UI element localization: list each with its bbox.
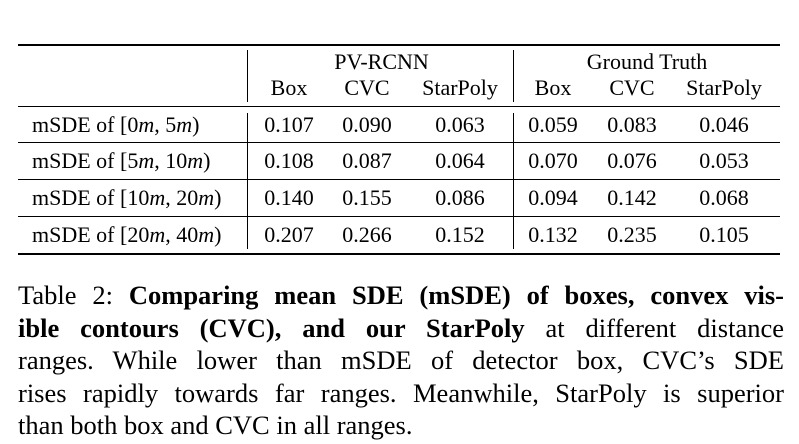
- table-cell: 0.235: [607, 222, 657, 247]
- group-separator-left-header: [247, 50, 248, 102]
- table-cell: 0.059: [528, 112, 578, 137]
- caption-line-2: ible contours (CVC), and our StarPoly at…: [18, 312, 784, 345]
- table-cell: 0.053: [699, 148, 749, 173]
- caption-bold-line-2: ible contours (CVC), and our StarPoly: [18, 312, 525, 343]
- table-cell: 0.046: [699, 112, 749, 137]
- table-cell: 0.094: [528, 185, 578, 210]
- caption-label: Table 2:: [18, 280, 113, 310]
- column-header-starpoly-gt: StarPoly: [686, 75, 762, 100]
- row-separator-1: [18, 142, 780, 143]
- caption-line-1: Table 2: Comparing mean SDE (mSDE) of bo…: [18, 279, 784, 312]
- table-cell: 0.132: [528, 222, 578, 247]
- table-cell: 0.070: [528, 148, 578, 173]
- caption-line-3: ranges. While lower than mSDE of detecto…: [18, 345, 784, 375]
- table-cell: 0.152: [435, 222, 485, 247]
- table-cell: 0.083: [607, 112, 657, 137]
- caption-line-5: than both box and CVC in all ranges.: [18, 410, 413, 440]
- table-cell: 0.087: [342, 148, 392, 173]
- table-cell: 0.064: [435, 148, 485, 173]
- column-header-starpoly-pv: StarPoly: [422, 75, 498, 100]
- row-label: mSDE of [20m, 40m): [32, 222, 222, 247]
- table-cell: 0.140: [264, 185, 314, 210]
- table-top-rule: [18, 44, 780, 46]
- row-label: mSDE of [5m, 10m): [32, 148, 211, 173]
- row-separator-3: [18, 216, 780, 217]
- table-bottom-rule: [18, 253, 780, 255]
- column-header-box-pv: Box: [270, 75, 308, 100]
- table-cell: 0.068: [699, 185, 749, 210]
- table-cell: 0.086: [435, 185, 485, 210]
- table-cell: 0.105: [699, 222, 749, 247]
- table-cell: 0.076: [607, 148, 657, 173]
- group-separator-left-body: [247, 113, 248, 249]
- table-cell: 0.108: [264, 148, 314, 173]
- table-cell: 0.266: [342, 222, 392, 247]
- table-cell: 0.142: [607, 185, 657, 210]
- table-cell: 0.063: [435, 112, 485, 137]
- group-header-ground-truth: Ground Truth: [586, 49, 708, 74]
- caption-bold-line-1: Comparing mean SDE (mSDE) of boxes, conv…: [128, 280, 784, 310]
- column-header-cvc-pv: CVC: [344, 75, 390, 100]
- table-cell: 0.090: [342, 112, 392, 137]
- table-cell: 0.207: [264, 222, 314, 247]
- column-header-box-gt: Box: [534, 75, 572, 100]
- group-header-pvrcnn: PV-RCNN: [334, 49, 429, 74]
- table-caption: Table 2: Comparing mean SDE (mSDE) of bo…: [18, 279, 784, 442]
- column-header-cvc-gt: CVC: [609, 75, 655, 100]
- row-separator-2: [18, 179, 780, 180]
- group-separator-mid-header: [513, 50, 514, 102]
- table-header-rule: [18, 106, 780, 107]
- caption-line-4: rises rapidly towards far ranges. Meanwh…: [18, 377, 784, 408]
- table-cell: 0.107: [264, 112, 314, 137]
- caption-line-2-rest: at different distance: [545, 312, 784, 343]
- row-label: mSDE of [10m, 20m): [32, 185, 222, 210]
- table-cell: 0.155: [342, 185, 392, 210]
- group-separator-mid-body: [513, 113, 514, 249]
- row-label: mSDE of [0m, 5m): [32, 112, 200, 137]
